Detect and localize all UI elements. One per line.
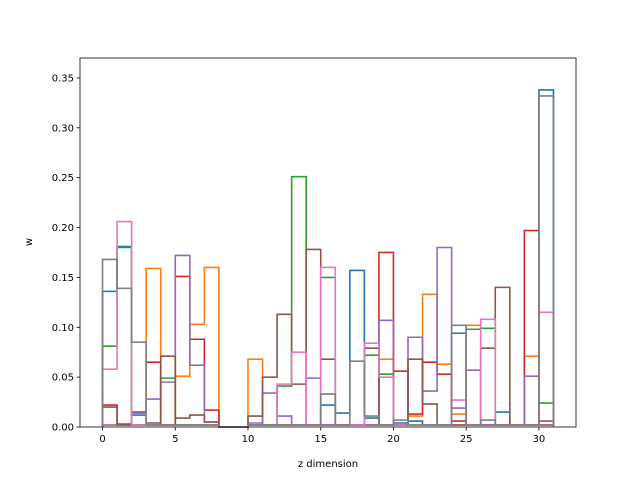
y-tick-label: 0.00 <box>52 423 74 434</box>
x-tick-label: 15 <box>314 434 327 445</box>
x-tick-label: 0 <box>99 434 105 445</box>
x-axis-label: z dimension <box>298 459 358 470</box>
y-tick-label: 0.15 <box>52 273 74 284</box>
x-axis-ticks: 0 5 10 15 20 25 30 <box>99 427 545 445</box>
y-tick-label: 0.25 <box>52 173 74 184</box>
plot-frame <box>79 57 577 428</box>
y-tick-label: 0.20 <box>52 223 74 234</box>
y-axis-label: w <box>24 238 35 246</box>
y-tick-label: 0.05 <box>52 373 74 384</box>
plot-area <box>80 58 576 427</box>
x-tick-label: 20 <box>387 434 400 445</box>
x-tick-label: 5 <box>172 434 178 445</box>
x-tick-label: 10 <box>242 434 255 445</box>
y-tick-label: 0.30 <box>52 123 74 134</box>
y-axis-ticks: 0.00 0.05 0.10 0.15 0.20 0.25 0.30 0.35 <box>52 73 80 434</box>
x-tick-label: 30 <box>533 434 546 445</box>
x-tick-label: 25 <box>460 434 473 445</box>
y-tick-label: 0.10 <box>52 323 74 334</box>
y-tick-label: 0.35 <box>52 73 74 84</box>
series-step-line-7 <box>101 95 555 428</box>
series-layer <box>101 89 555 428</box>
